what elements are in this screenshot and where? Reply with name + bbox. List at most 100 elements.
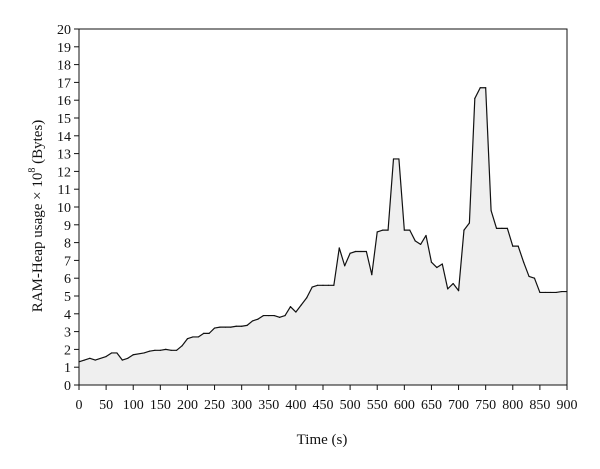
- data-point: [251, 320, 254, 322]
- data-point: [441, 263, 443, 265]
- data-point: [506, 227, 508, 229]
- data-point: [338, 247, 340, 249]
- data-point: [349, 252, 351, 254]
- x-tick-label: 800: [502, 398, 523, 413]
- data-point: [89, 357, 91, 359]
- data-point: [517, 245, 519, 247]
- y-tick-label: 1: [64, 361, 71, 376]
- y-axis-title-unit: (Bytes): [30, 120, 46, 168]
- data-point: [94, 359, 96, 361]
- data-point: [197, 336, 199, 338]
- data-point: [485, 87, 487, 89]
- data-point: [392, 158, 395, 160]
- x-tick-label: 650: [421, 398, 442, 413]
- y-axis-title-main: RAM-Heap usage × 10: [30, 173, 46, 313]
- x-tick-label: 850: [529, 398, 550, 413]
- data-point: [474, 97, 476, 100]
- data-point: [528, 275, 530, 278]
- y-tick-label: 15: [57, 112, 71, 127]
- data-point: [230, 326, 232, 328]
- data-point: [447, 288, 449, 290]
- x-tick-label: 500: [340, 398, 361, 413]
- y-tick-label: 12: [57, 165, 71, 180]
- data-point: [306, 297, 308, 299]
- data-point: [154, 349, 156, 351]
- data-point: [512, 245, 514, 247]
- x-axis-title: Time (s): [297, 432, 348, 448]
- data-point: [213, 327, 216, 329]
- data-point: [246, 324, 248, 326]
- data-point: [398, 158, 400, 160]
- data-point: [268, 314, 270, 317]
- data-point: [219, 326, 221, 328]
- data-point: [295, 311, 297, 313]
- data-point: [452, 282, 454, 285]
- data-point: [523, 261, 525, 263]
- data-point: [241, 325, 243, 327]
- data-point: [322, 284, 324, 286]
- data-point: [284, 314, 286, 317]
- data-point: [224, 326, 226, 328]
- data-point: [83, 359, 86, 361]
- y-tick-label: 19: [57, 41, 71, 56]
- x-tick-label: 550: [367, 398, 388, 413]
- x-tick-label: 750: [475, 398, 496, 413]
- y-tick-label: 8: [64, 237, 71, 252]
- y-axis-title-exponent: 8: [27, 168, 38, 173]
- data-point: [105, 355, 107, 358]
- data-point: [360, 250, 362, 253]
- x-tick-label: 450: [313, 398, 334, 413]
- data-point: [121, 359, 123, 361]
- x-axis-ticks: 0 50 100 150 200 250 300 350 400 450 500 550 600 650 7…: [76, 385, 578, 413]
- data-point: [376, 231, 378, 233]
- data-point: [333, 284, 335, 286]
- x-tick-label: 50: [99, 398, 113, 413]
- data-point: [311, 286, 313, 288]
- data-point: [181, 345, 183, 347]
- y-tick-label: 20: [57, 23, 71, 38]
- data-point: [203, 332, 205, 334]
- data-point: [430, 261, 433, 263]
- data-point: [110, 352, 113, 354]
- data-point: [354, 250, 357, 253]
- data-point: [235, 325, 237, 327]
- data-point: [533, 277, 536, 279]
- x-tick-label: 150: [150, 398, 171, 413]
- data-point: [420, 243, 422, 245]
- data-point: [289, 306, 292, 308]
- y-tick-label: 0: [64, 379, 71, 394]
- data-point: [262, 314, 264, 317]
- data-point: [371, 274, 373, 276]
- data-point: [344, 265, 346, 267]
- data-point: [468, 222, 470, 224]
- data-point: [550, 291, 552, 294]
- y-tick-label: 3: [64, 326, 71, 341]
- x-tick-label: 0: [76, 398, 83, 413]
- y-tick-label: 16: [57, 94, 71, 109]
- data-point: [414, 240, 416, 242]
- data-point: [165, 348, 167, 350]
- area-fill: [79, 87, 567, 386]
- data-point: [495, 227, 498, 229]
- y-tick-label: 2: [64, 343, 71, 358]
- data-point: [387, 229, 389, 231]
- data-point: [457, 290, 460, 292]
- data-point: [300, 304, 302, 306]
- y-tick-label: 18: [57, 59, 71, 74]
- data-point: [463, 229, 465, 231]
- data-point: [132, 354, 134, 356]
- x-tick-label: 700: [448, 398, 469, 413]
- data-point: [316, 284, 319, 286]
- data-point: [186, 338, 189, 340]
- data-point: [279, 316, 281, 318]
- data-point: [490, 209, 492, 212]
- data-point: [116, 352, 118, 354]
- data-point: [176, 349, 178, 351]
- data-point: [365, 250, 367, 253]
- x-tick-label: 400: [285, 398, 306, 413]
- data-point: [170, 349, 172, 351]
- data-point: [192, 336, 194, 338]
- data-point: [382, 229, 384, 231]
